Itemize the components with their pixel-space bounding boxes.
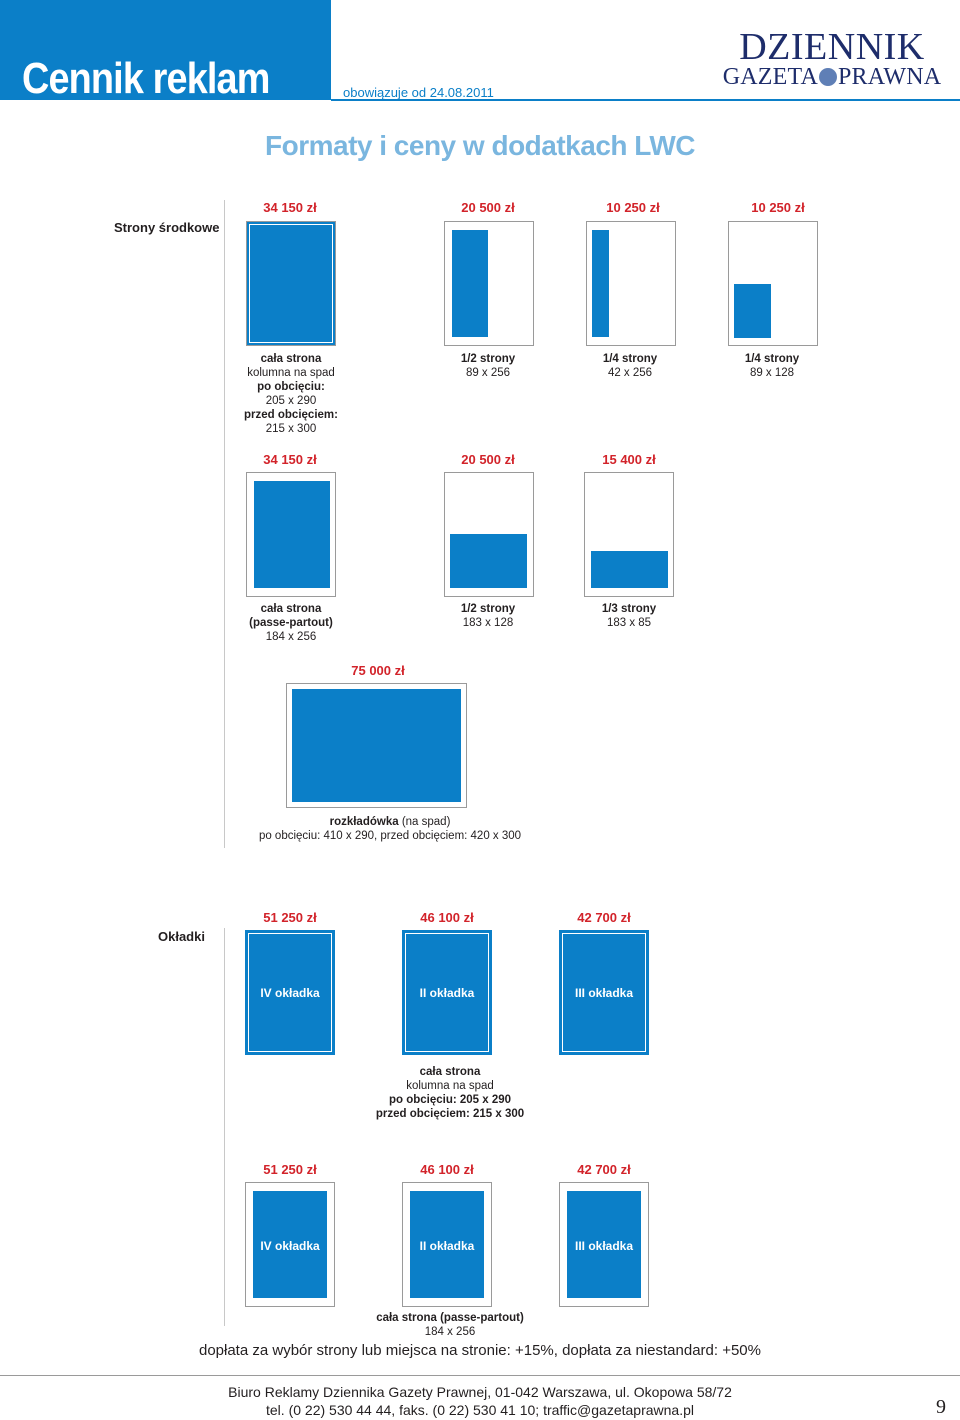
header-rule bbox=[331, 99, 960, 101]
surcharge-note: dopłata za wybór strony lub miejsca na s… bbox=[198, 1342, 761, 1359]
footer-rule bbox=[0, 1375, 960, 1376]
valid-from-text: obowiązuje od 24.08.2011 bbox=[343, 85, 494, 100]
desc-spread: rozkładówka (na spad) po obcięciu: 410 x… bbox=[258, 816, 522, 842]
desc-third-horizontal: 1/3 strony 183 x 85 bbox=[601, 603, 657, 629]
cover-label: IV okładka bbox=[260, 986, 320, 1000]
price-quarter-box: 10 250 zł bbox=[751, 200, 805, 215]
price-half-page: 20 500 zł bbox=[461, 200, 515, 215]
section-divider bbox=[224, 200, 225, 848]
publisher-logo: DZIENNIK GAZETA PRAWNA bbox=[716, 26, 948, 90]
ad-thumbnail-quarter-box bbox=[728, 221, 818, 346]
desc-half-horizontal: 1/2 strony 183 x 128 bbox=[460, 603, 516, 629]
logo-line2: GAZETA PRAWNA bbox=[722, 64, 942, 90]
price-cover-iii-passe-partout: 42 700 zł bbox=[577, 1162, 631, 1177]
desc-cover-full-page: cała strona kolumna na spad po obcięciu:… bbox=[375, 1066, 525, 1120]
cover-label: III okładka bbox=[574, 986, 634, 1000]
desc-half-page: 1/2 strony 89 x 256 bbox=[460, 353, 516, 379]
ad-thumbnail-passe-partout bbox=[246, 472, 336, 597]
price-third-horizontal: 15 400 zł bbox=[602, 452, 656, 467]
ad-thumbnail-spread bbox=[286, 683, 467, 808]
price-cover-iv-passe-partout: 51 250 zł bbox=[263, 1162, 317, 1177]
price-cover-iii: 42 700 zł bbox=[577, 910, 631, 925]
footer-address: Biuro Reklamy Dziennika Gazety Prawnej, … bbox=[228, 1384, 732, 1400]
ad-thumbnail-half-page bbox=[444, 221, 534, 346]
logo-line1: DZIENNIK bbox=[739, 26, 925, 68]
desc-quarter-vertical: 1/4 strony 42 x 256 bbox=[602, 353, 658, 379]
cover-thumbnail-ii: II okładka bbox=[402, 930, 492, 1055]
price-cover-iv: 51 250 zł bbox=[263, 910, 317, 925]
cover-label: II okładka bbox=[419, 986, 475, 1000]
section-subtitle: Formaty i ceny w dodatkach LWC bbox=[265, 130, 695, 161]
header-banner bbox=[0, 0, 331, 100]
price-full-page: 34 150 zł bbox=[263, 200, 317, 215]
page-title: Cennik reklam bbox=[22, 54, 270, 103]
ad-thumbnail-quarter-vertical bbox=[586, 221, 676, 346]
desc-cover-passe-partout: cała strona (passe-partout) 184 x 256 bbox=[376, 1312, 524, 1338]
section-label-covers: Okładki bbox=[158, 929, 205, 944]
ad-thumbnail-half-horizontal bbox=[444, 472, 534, 597]
price-passe-partout: 34 150 zł bbox=[263, 452, 317, 467]
desc-full-page: cała strona kolumna na spad po obcięciu:… bbox=[244, 353, 338, 435]
cover-thumbnail-iii: III okładka bbox=[559, 930, 649, 1055]
desc-passe-partout: cała strona (passe-partout) 184 x 256 bbox=[249, 603, 333, 643]
footer-contact: tel. (0 22) 530 44 44, faks. (0 22) 530 … bbox=[266, 1402, 694, 1418]
cover-label: IV okładka bbox=[260, 1239, 320, 1253]
cover-label: II okładka bbox=[419, 1239, 475, 1253]
cover-label: III okładka bbox=[574, 1239, 634, 1253]
cover-thumbnail-iii-passe-partout: III okładka bbox=[559, 1182, 649, 1307]
cover-thumbnail-ii-passe-partout: II okładka bbox=[402, 1182, 492, 1307]
desc-quarter-box: 1/4 strony 89 x 128 bbox=[744, 353, 800, 379]
page-number: 9 bbox=[936, 1396, 946, 1418]
ad-thumbnail-third-horizontal bbox=[584, 472, 674, 597]
price-quarter-vertical: 10 250 zł bbox=[606, 200, 660, 215]
section-label-inner-pages: Strony środkowe bbox=[114, 220, 220, 235]
price-spread: 75 000 zł bbox=[351, 663, 405, 678]
price-cover-ii: 46 100 zł bbox=[420, 910, 474, 925]
price-half-horizontal: 20 500 zł bbox=[461, 452, 515, 467]
price-cover-ii-passe-partout: 46 100 zł bbox=[420, 1162, 474, 1177]
section-divider bbox=[224, 928, 225, 1326]
cover-thumbnail-iv: IV okładka bbox=[245, 930, 335, 1055]
ad-thumbnail-full-page bbox=[246, 221, 336, 346]
cover-thumbnail-iv-passe-partout: IV okładka bbox=[245, 1182, 335, 1307]
globe-icon bbox=[818, 68, 837, 86]
